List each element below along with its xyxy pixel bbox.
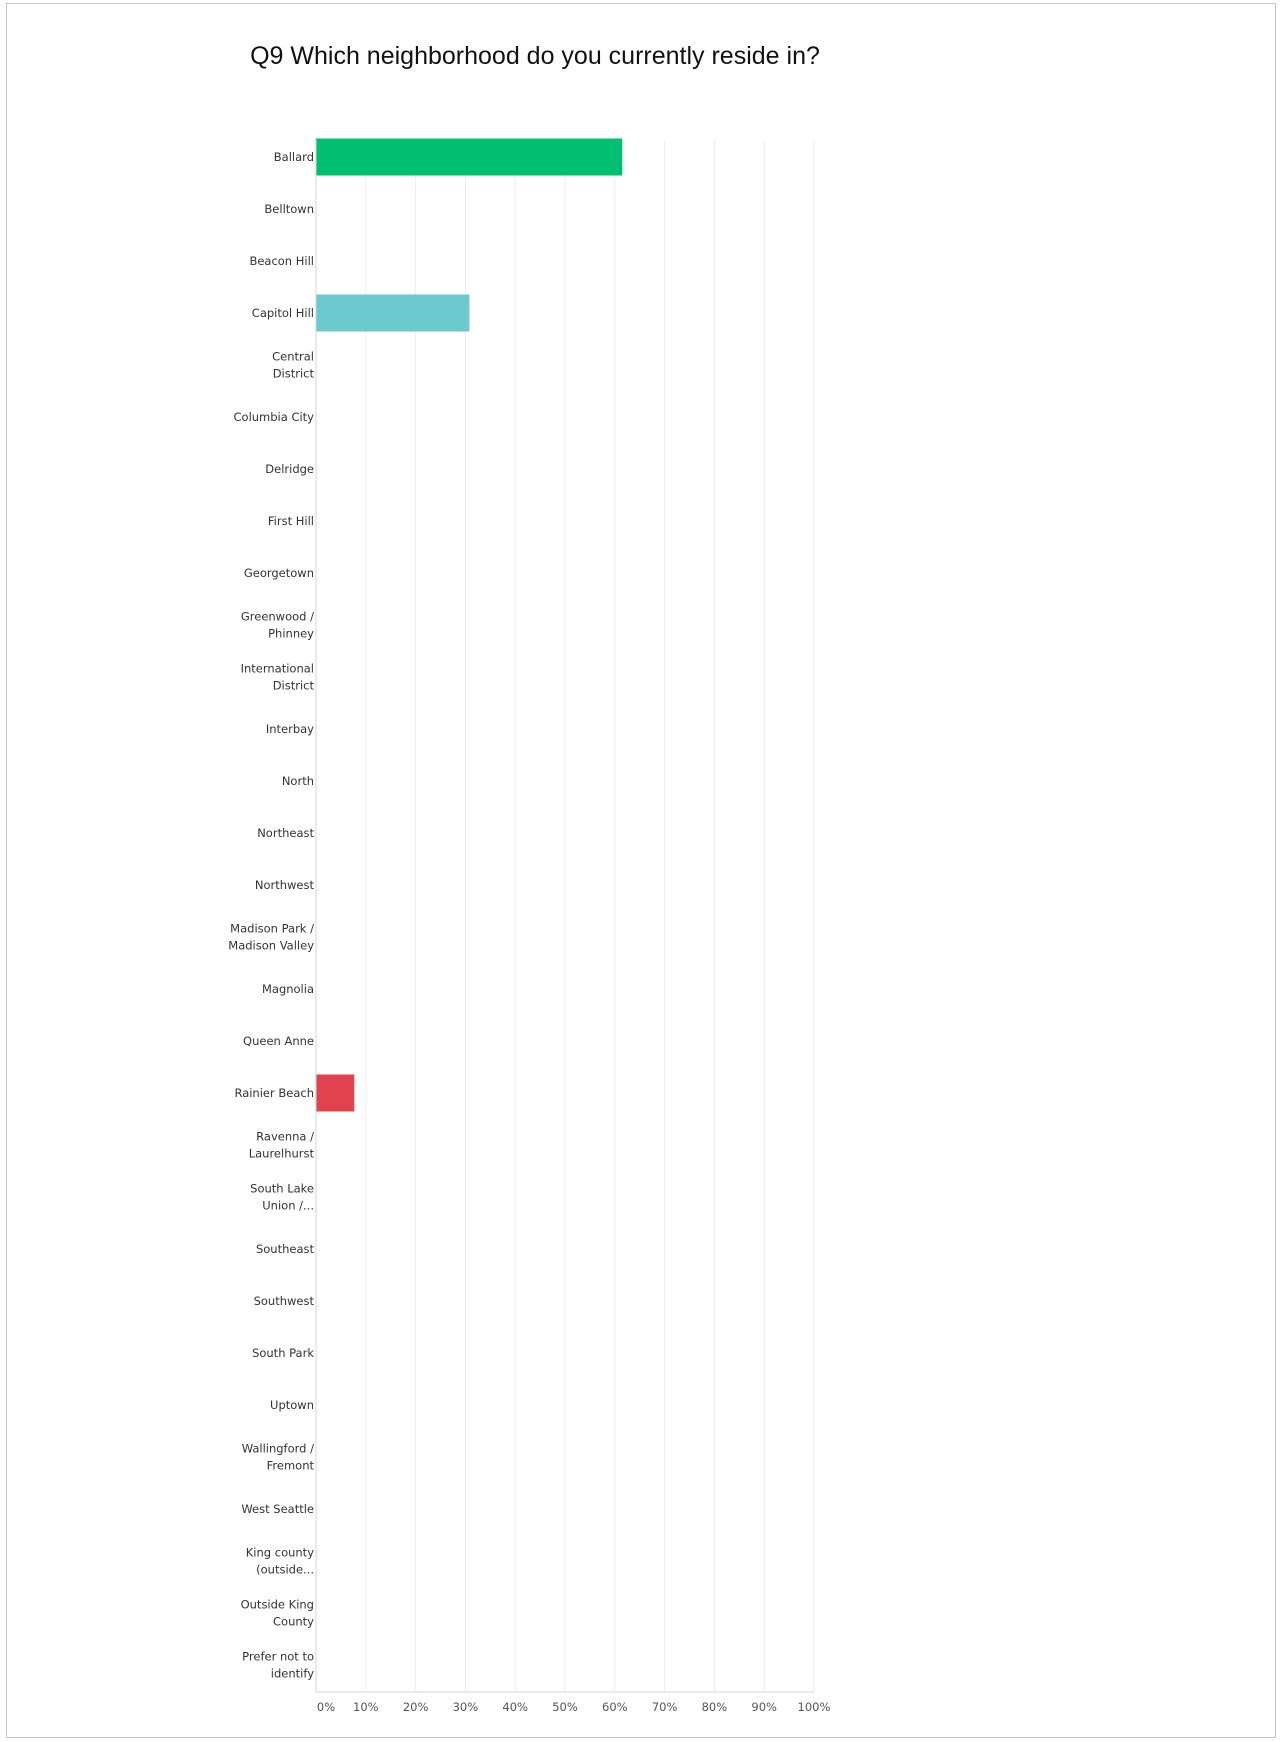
- bar: [316, 138, 623, 176]
- x-tick-label: 30%: [453, 1700, 479, 1714]
- category-label: Rainier Beach: [234, 1086, 314, 1100]
- category-label: identify: [271, 1667, 314, 1681]
- category-label: Prefer not to: [242, 1650, 314, 1664]
- category-label: Southwest: [254, 1294, 315, 1308]
- chart-frame: [6, 3, 1276, 1738]
- category-label: Georgetown: [244, 566, 314, 580]
- category-label: (outside...: [256, 1563, 314, 1577]
- category-label: Fremont: [267, 1459, 315, 1473]
- x-tick-label: 50%: [552, 1700, 578, 1714]
- category-label: North: [282, 774, 314, 788]
- x-tick-label: 80%: [702, 1700, 728, 1714]
- x-tick-label: 90%: [751, 1700, 777, 1714]
- category-label: First Hill: [268, 514, 314, 528]
- x-tick-label: 70%: [652, 1700, 678, 1714]
- category-label: District: [273, 367, 315, 381]
- category-label: Greenwood /: [241, 610, 314, 624]
- category-label: Southeast: [256, 1242, 315, 1256]
- x-tick-label: 20%: [403, 1700, 429, 1714]
- category-label: Belltown: [264, 202, 314, 216]
- category-label: Madison Park /: [230, 922, 314, 936]
- category-label: Beacon Hill: [249, 254, 314, 268]
- category-label: Interbay: [266, 722, 314, 736]
- category-label: Phinney: [268, 627, 314, 641]
- category-label: Columbia City: [234, 410, 315, 424]
- category-label: Outside King: [241, 1598, 314, 1612]
- category-label: International: [241, 662, 314, 676]
- category-label: Laurelhurst: [249, 1147, 315, 1161]
- category-label: Uptown: [270, 1398, 314, 1412]
- category-label: Delridge: [265, 462, 314, 476]
- category-label: Union /...: [262, 1199, 314, 1213]
- x-tick-label: 60%: [602, 1700, 628, 1714]
- x-tick-label: 0%: [317, 1700, 335, 1714]
- category-label: King county: [246, 1546, 314, 1560]
- x-tick-label: 40%: [502, 1700, 528, 1714]
- category-label: Madison Valley: [228, 939, 314, 953]
- bar: [316, 294, 470, 332]
- category-label: Ravenna /: [256, 1130, 314, 1144]
- category-label: West Seattle: [241, 1502, 314, 1516]
- category-label: Northeast: [257, 826, 314, 840]
- category-label: District: [273, 679, 315, 693]
- category-label: Wallingford /: [242, 1442, 314, 1456]
- category-label: Magnolia: [262, 982, 314, 996]
- chart-title: Q9 Which neighborhood do you currently r…: [250, 42, 820, 70]
- category-label: County: [273, 1615, 314, 1629]
- category-label: Central: [272, 350, 314, 364]
- x-tick-label: 100%: [798, 1700, 831, 1714]
- category-label: Queen Anne: [243, 1034, 314, 1048]
- category-label: Northwest: [255, 878, 315, 892]
- category-label: South Lake: [250, 1182, 314, 1196]
- category-label: Capitol Hill: [252, 306, 314, 320]
- category-label: Ballard: [274, 150, 314, 164]
- x-tick-label: 10%: [353, 1700, 379, 1714]
- category-label: South Park: [252, 1346, 314, 1360]
- bar: [316, 1074, 355, 1112]
